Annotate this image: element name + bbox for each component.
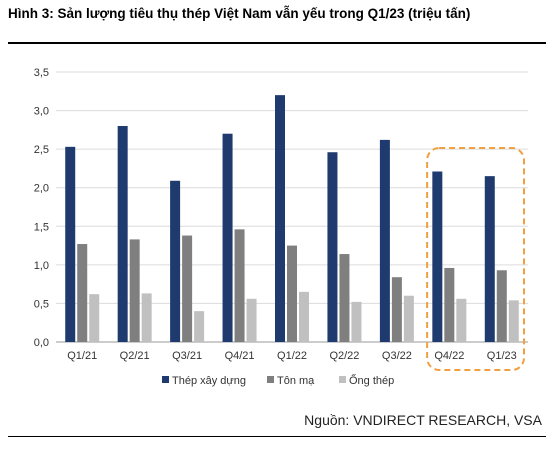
legend-swatch <box>267 376 274 383</box>
x-tick-label: Q2/21 <box>120 350 150 362</box>
x-tick-label: Q4/21 <box>225 350 255 362</box>
bar <box>299 291 309 342</box>
bars <box>65 95 519 343</box>
footer-divider <box>8 436 546 437</box>
y-tick-label: 1,0 <box>34 260 49 272</box>
bar <box>379 139 390 342</box>
x-tick-label: Q1/23 <box>487 350 517 362</box>
y-tick-label: 2,5 <box>34 144 49 156</box>
y-tick-label: 2,0 <box>34 183 49 195</box>
legend-label: Thép xây dựng <box>172 375 246 387</box>
y-axis-ticks: 0,0 0,5 1,0 1,5 2,0 2,5 3,0 3,5 <box>34 67 49 349</box>
x-tick-label: Q1/21 <box>67 350 97 362</box>
bar <box>484 176 495 342</box>
bar <box>65 146 76 342</box>
title-divider <box>8 42 546 44</box>
legend: Thép xây dựng Tôn mạ Ống thép <box>162 373 394 387</box>
legend-swatch <box>339 376 346 383</box>
bar <box>194 311 205 342</box>
x-axis-labels: Q1/21 Q2/21 Q3/21 Q4/21 Q1/22 Q2/22 Q3/22 Q4/22… <box>67 350 517 362</box>
bar-chart: 0,0 0,5 1,0 1,5 2,0 2,5 3,0 3,5 Q1/21 Q2/21 Q3/21… <box>34 67 528 387</box>
bar <box>182 235 193 342</box>
legend-swatch <box>162 376 169 383</box>
x-tick-label: Q4/22 <box>434 350 464 362</box>
x-tick-label: Q1/22 <box>277 350 307 362</box>
bar <box>89 294 100 342</box>
y-tick-label: 1,5 <box>34 221 49 233</box>
x-tick-label: Q3/22 <box>382 350 412 362</box>
bar <box>234 229 245 342</box>
highlight-box-outline <box>426 147 525 371</box>
bar <box>287 245 297 342</box>
bar <box>275 95 285 343</box>
bar <box>496 270 507 342</box>
bar <box>327 152 338 342</box>
y-tick-label: 0,5 <box>34 298 49 310</box>
y-tick-label: 3,0 <box>34 106 49 118</box>
bar <box>77 244 88 342</box>
bar <box>403 295 414 342</box>
source-note: Nguồn: VNDIRECT RESEARCH, VSA <box>304 412 542 428</box>
bar <box>444 267 455 342</box>
bar <box>141 293 152 342</box>
y-tick-label: 0,0 <box>34 337 49 349</box>
bar <box>246 298 257 342</box>
x-tick-label: Q2/22 <box>329 350 359 362</box>
bar <box>129 239 140 342</box>
bar <box>508 300 519 342</box>
bar <box>339 254 350 342</box>
legend-label: Ống thép <box>349 373 394 387</box>
bar <box>456 298 467 342</box>
bar <box>351 301 362 342</box>
y-tick-label: 3,5 <box>34 67 49 79</box>
chart-title: Hình 3: Sản lượng tiêu thụ thép Việt Nam… <box>8 6 471 21</box>
bar <box>432 171 443 342</box>
bar <box>117 126 128 342</box>
bar <box>391 277 402 342</box>
bar <box>170 180 181 342</box>
legend-label: Tôn mạ <box>277 375 315 387</box>
bar <box>222 133 233 342</box>
x-tick-label: Q3/21 <box>172 350 202 362</box>
highlight-box <box>426 147 525 371</box>
